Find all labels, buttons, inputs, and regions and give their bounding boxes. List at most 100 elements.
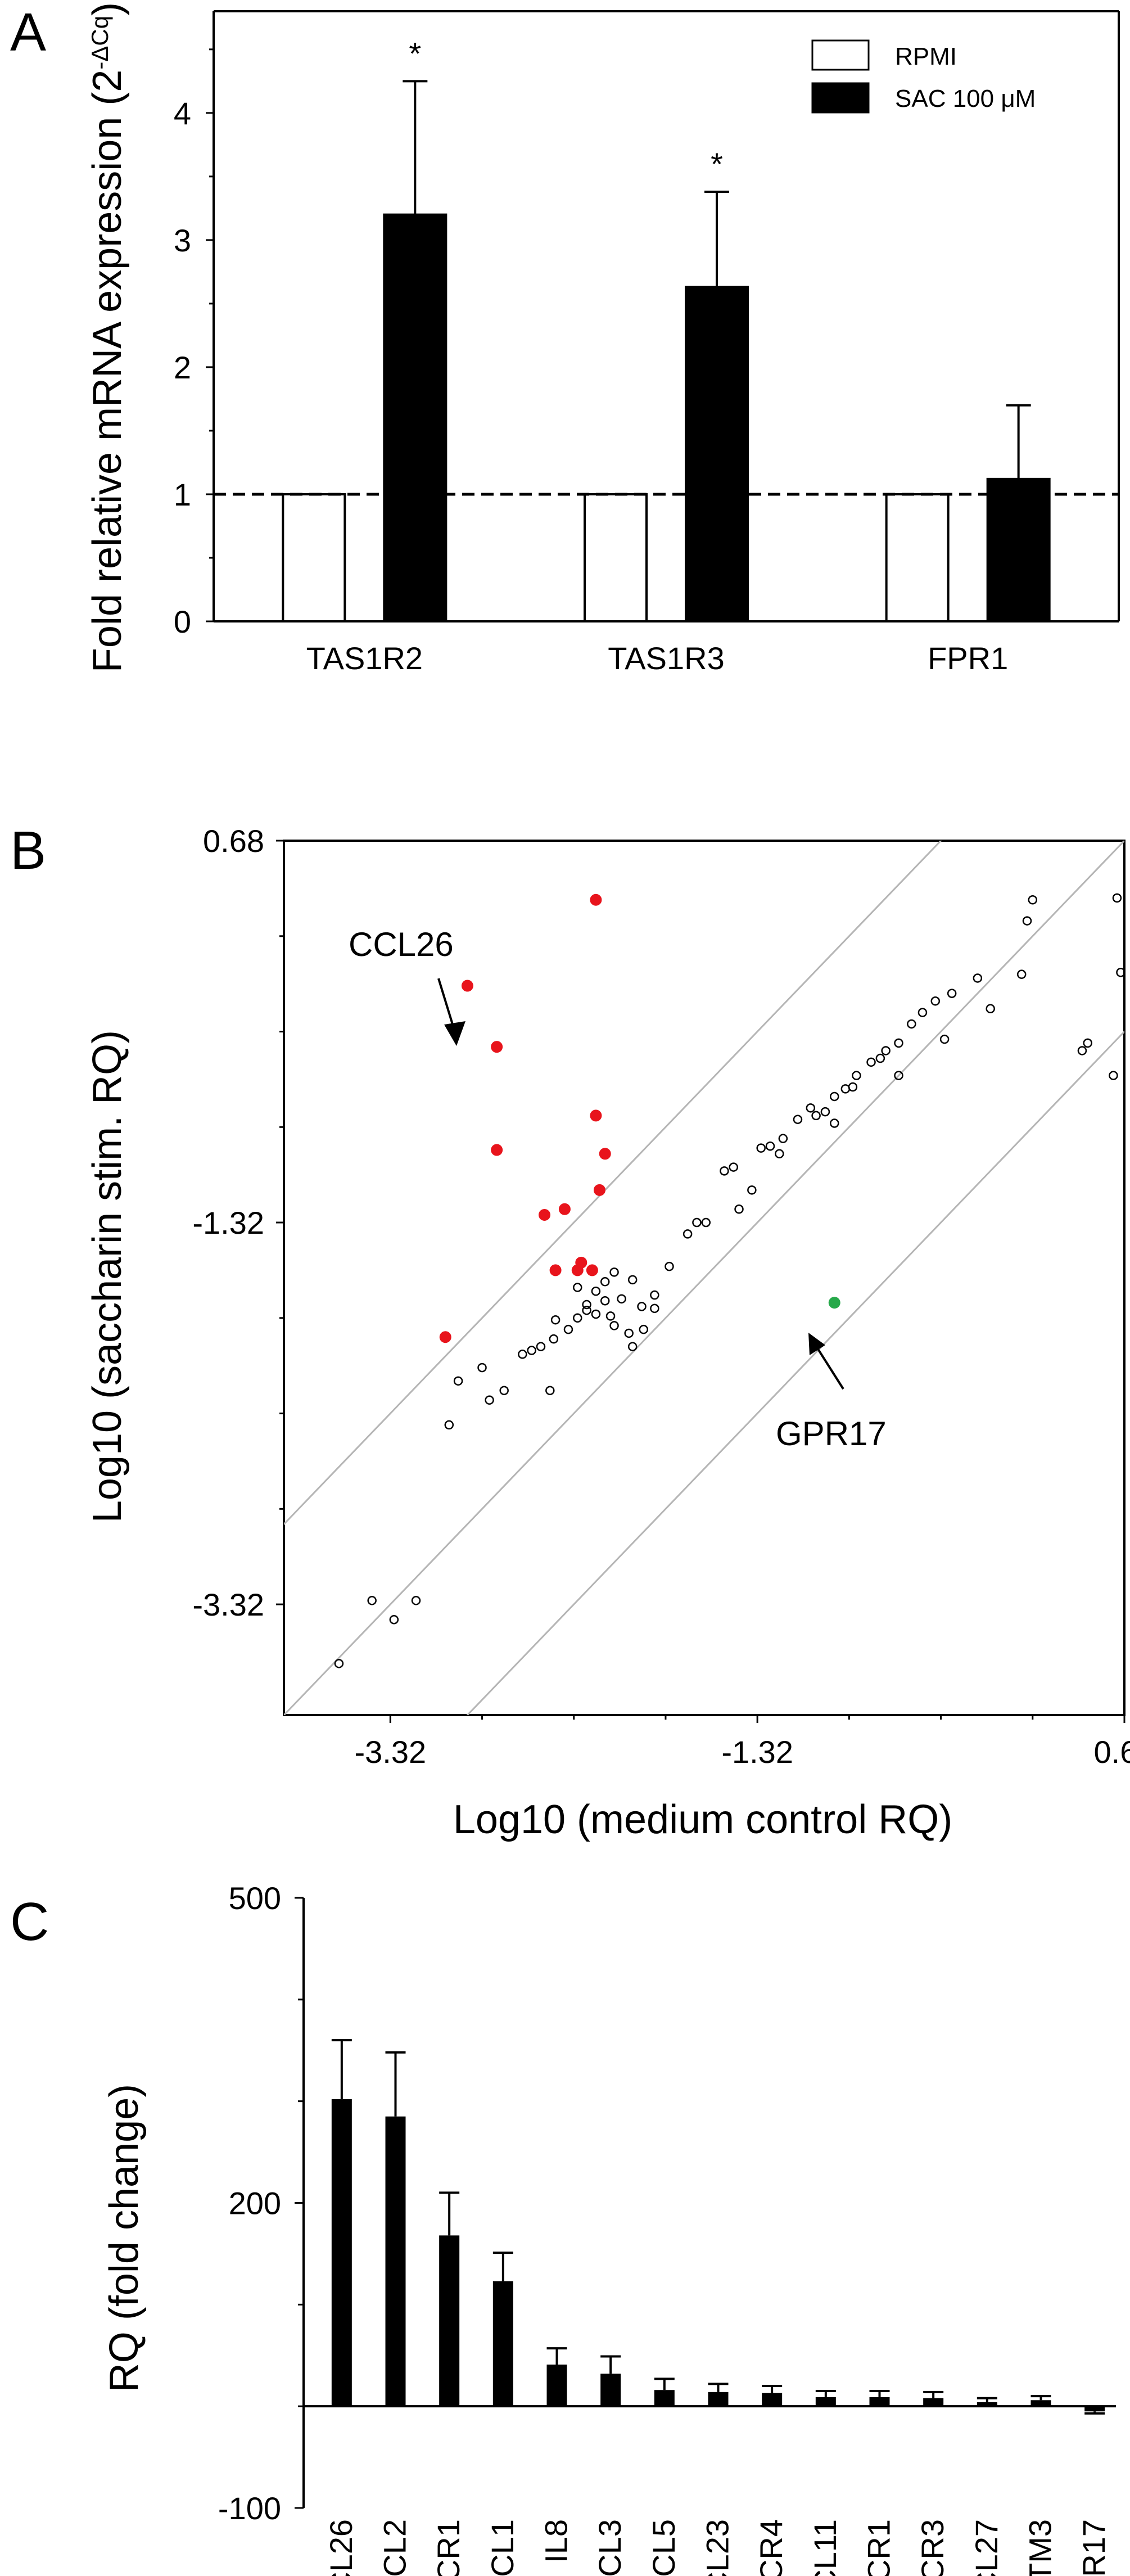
point-unchanged [848,1082,858,1092]
point-unchanged [617,1294,626,1304]
point-up-regulated [599,1148,611,1160]
point-unchanged [591,1309,601,1319]
point-unchanged [894,1071,903,1080]
point-unchanged [720,1166,729,1176]
panel-b-ticks: -3.32 -1.32 0.68 -3.32 -1.32 0.68 [192,823,1130,1770]
point-unchanged [1112,893,1122,903]
bar-ccr4 [762,2393,783,2407]
panel-a-y-tick-label: 3 [174,223,191,258]
panel-b-x-tick-label: 0.68 [1094,1734,1130,1770]
point-unchanged [1028,895,1038,905]
point-unchanged [367,1596,377,1605]
point-unchanged [637,1302,647,1311]
point-unchanged [756,1143,766,1153]
panel-a-y-axis-title: Fold relative mRNA expression (2-ΔCq) [85,2,130,673]
panel-c-category-ccl11: CCL11 [807,2519,843,2576]
panel-b-x-tick-label: -3.32 [355,1734,427,1770]
bar-ccl11 [815,2397,836,2407]
point-up-regulated [549,1264,562,1276]
point-unchanged [830,1118,839,1128]
point-unchanged [986,1004,995,1014]
point-up-regulated [491,1144,503,1156]
point-unchanged [453,1376,463,1386]
panel-letter-b: B [10,820,46,881]
panel-b-x-tick-label: -1.32 [721,1734,793,1770]
panel-a-y-tick-label: 0 [174,604,191,639]
panel-c-category-labels: CCL26 CCL2 CXCR1 CXCL1 IL8 CXCL3 CXCL5 CCL23 CCR… [323,2519,1111,2576]
point-unchanged [518,1350,527,1359]
significance-tas1r3: * [711,146,723,182]
panel-b-y-tick-label: -1.32 [192,1205,264,1240]
reference-line-offset-minus-1 [466,1030,1124,1715]
point-unchanged [582,1305,591,1315]
panel-c-category-ccr4: CCR4 [753,2519,789,2576]
point-unchanged [930,996,941,1006]
point-unchanged [1116,968,1124,977]
annotation-gpr17-arrowhead [808,1333,825,1355]
annotation-gpr17-label: GPR17 [776,1415,887,1452]
point-unchanged [875,1053,885,1063]
panel-c-category-cxcr1: CXCR1 [431,2519,466,2576]
point-up-regulated [491,1041,503,1053]
legend-swatch-rpmi [811,39,870,71]
panel-c-bar-chart: C 500 200 -100 CCL26 CCL2 CXCR1 CXCL1 IL8 CXCL3… [10,1880,1116,2576]
panel-c-category-ccl23: CCL23 [700,2519,735,2576]
bar-ccl2 [385,2116,406,2407]
point-unchanged [591,1287,601,1296]
bar-tas1r2-rpmi [282,493,346,622]
point-unchanged [1109,1071,1118,1080]
bar-tas1r2-sac-100-m [383,213,448,622]
bar-il8 [546,2365,567,2407]
panel-b-plot-frame [283,840,1126,1716]
bar-cxcl5 [654,2390,675,2407]
panel-b-points [334,893,1124,1668]
bar-tas1r3-sac-100-m [685,286,749,622]
point-unchanged [573,1283,582,1292]
point-unchanged [627,1275,638,1285]
point-unchanged [973,973,983,983]
point-unchanged [627,1342,638,1351]
panel-a-category-fpr1: FPR1 [928,640,1008,676]
panel-c-category-cxcl1: CXCL1 [485,2519,520,2576]
point-unchanged [701,1217,711,1228]
point-unchanged [778,1134,788,1143]
point-unchanged [793,1115,803,1124]
panel-a-y-tick-label: 1 [174,477,191,512]
point-unchanged [624,1328,634,1338]
point-unchanged [894,1038,903,1048]
panel-b-scatter-plot: B -3.32 -1.32 0.68 -3.32 -1.32 0.68 Log10 (me… [10,820,1130,1842]
point-unchanged [605,1311,616,1321]
panel-a-category-labels: TAS1R2 TAS1R3 FPR1 [306,640,1009,676]
panel-a-y-tick-label: 2 [174,350,191,385]
point-unchanged [811,1111,821,1121]
point-up-regulated [439,1331,451,1343]
bar-ccl23 [708,2392,729,2407]
point-unchanged [806,1103,816,1113]
panel-b-y-tick-label: 0.68 [203,823,264,859]
point-unchanged [650,1290,659,1300]
point-unchanged [411,1596,421,1605]
point-unchanged [389,1614,399,1625]
panel-letter-a: A [10,2,46,62]
bar-cmtm3 [1030,2400,1051,2407]
panel-b-y-axis-title: Log10 (saccharin stim. RQ) [85,1030,130,1523]
point-unchanged [729,1162,738,1172]
point-unchanged [939,1034,950,1044]
point-unchanged [499,1386,509,1396]
point-unchanged [1016,969,1027,979]
point-unchanged [682,1229,693,1239]
point-unchanged [609,1267,619,1277]
bar-fpr1-sac-100-m [986,477,1051,622]
panel-c-axes: 500 200 -100 [218,1880,1116,2526]
point-unchanged [600,1296,610,1306]
legend-swatch-sac [811,82,870,114]
bar-ccl27 [977,2402,997,2407]
point-unchanged [820,1107,830,1117]
point-unchanged [334,1659,344,1668]
panel-a-bars: ** [282,35,1051,622]
panel-c-category-cxcl5: CXCL5 [646,2519,681,2576]
panel-c-category-ccr1: CCR1 [861,2519,897,2576]
point-unchanged [639,1324,649,1334]
